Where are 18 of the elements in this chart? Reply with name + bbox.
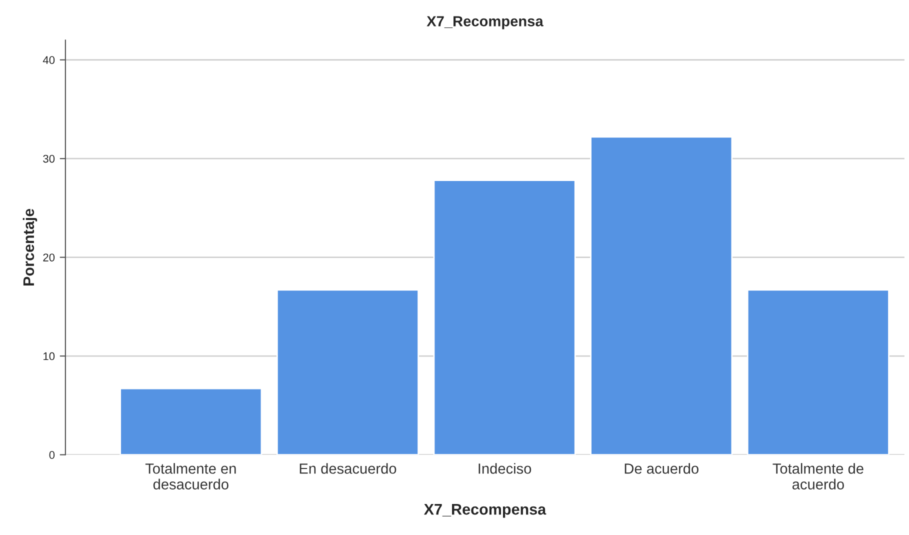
y-axis-title: Porcentaje — [22, 208, 38, 286]
x-tick-label: Indeciso — [478, 463, 532, 474]
bar — [120, 388, 262, 455]
chart-title: X7_Recompensa — [426, 16, 544, 30]
x-tick-label: De acuerdo — [624, 463, 698, 474]
x-axis-title: X7_Recompensa — [424, 504, 546, 518]
y-tick-label: 0 — [49, 451, 55, 459]
x-tick-label: Totalmente en desacuerdo — [145, 463, 236, 490]
x-tick-label: En desacuerdo — [300, 463, 396, 474]
y-tick-label: 20 — [43, 254, 55, 262]
y-tick-label: 40 — [42, 56, 55, 64]
bar — [276, 289, 419, 455]
bar — [433, 180, 576, 455]
y-tick-label: 10 — [44, 352, 55, 360]
y-tick-label: 30 — [43, 154, 55, 163]
bar — [746, 289, 890, 455]
x-tick-label: Totalmente de acuerdo — [772, 463, 864, 490]
bar — [590, 136, 733, 455]
